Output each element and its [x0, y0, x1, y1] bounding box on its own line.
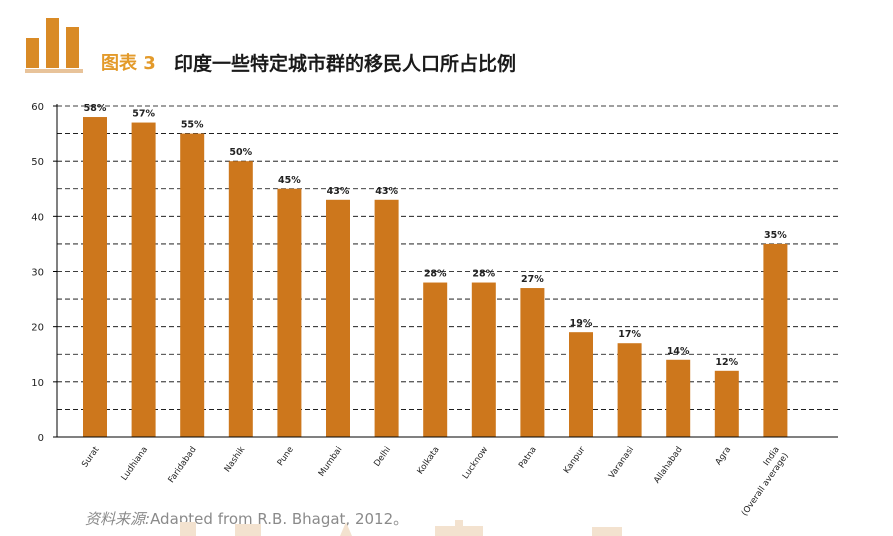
y-tick-label: 30 [31, 268, 44, 279]
y-tick-label: 20 [31, 323, 44, 334]
source-note: 资料来源:Adapted from R.B. Bhagat, 2012。 [85, 508, 408, 529]
bar [83, 117, 107, 438]
data-label: 45% [278, 175, 301, 186]
data-label: 28% [472, 269, 495, 280]
x-tick-label: Kanpur [562, 445, 588, 476]
bar [228, 161, 253, 437]
bar [277, 188, 302, 437]
y-tick-label: 0 [38, 433, 44, 444]
data-label: 12% [715, 357, 738, 368]
x-tick-label: Ludhiana [120, 445, 151, 483]
bar [569, 332, 593, 437]
x-tick-label: Surat [80, 444, 102, 469]
bar [617, 343, 642, 437]
data-label: 50% [229, 147, 252, 158]
y-tick-label: 10 [31, 378, 44, 389]
chart-logo-icon [25, 18, 83, 73]
data-label: 43% [375, 186, 398, 197]
data-label: 55% [181, 120, 204, 131]
bar [471, 282, 496, 437]
x-tick-label: Mumbai [317, 445, 345, 479]
data-label: 57% [132, 109, 155, 120]
bar [131, 122, 156, 438]
bar [520, 288, 545, 437]
x-tick-label: Lucknow [461, 445, 491, 481]
x-tick-label: Patna [517, 445, 539, 470]
bar [180, 133, 205, 438]
y-tick-label: 50 [31, 157, 44, 168]
x-tick-label: Kolkata [416, 445, 442, 476]
x-tick-label: Agra [714, 445, 734, 467]
y-tick-label: 60 [31, 102, 44, 113]
source-prefix: 资料来源: [85, 510, 151, 528]
data-label: 14% [667, 346, 690, 357]
bar [423, 282, 448, 437]
x-tick-label: Varanasi [607, 445, 636, 481]
data-label: 35% [764, 230, 787, 241]
source-text: Adapted from R.B. Bhagat, 2012。 [150, 510, 409, 528]
data-label: 27% [521, 274, 544, 285]
skyline-decoration [180, 520, 622, 536]
bar [374, 199, 399, 437]
bar [763, 243, 788, 437]
data-label: 43% [327, 186, 350, 197]
x-tick-label: Nashik [223, 445, 248, 474]
bar [714, 370, 739, 437]
x-tick-label: Allahabad [652, 445, 684, 485]
x-tick-label: Delhi [372, 445, 393, 469]
x-tick-label: Pune [276, 445, 296, 468]
x-tick-label: Faridabad [167, 445, 199, 485]
bar [666, 359, 691, 437]
bar [326, 199, 350, 437]
y-tick-label: 40 [31, 212, 44, 223]
page-title: 印度一些特定城市群的移民人口所占比例 [174, 53, 517, 75]
data-label: 19% [570, 318, 593, 329]
data-label: 58% [84, 103, 107, 114]
data-label: 17% [618, 329, 641, 340]
data-label: 28% [424, 269, 447, 280]
figure-label: 图表 3 [101, 53, 156, 74]
x-tick-label: India(Overall average) [731, 445, 791, 518]
